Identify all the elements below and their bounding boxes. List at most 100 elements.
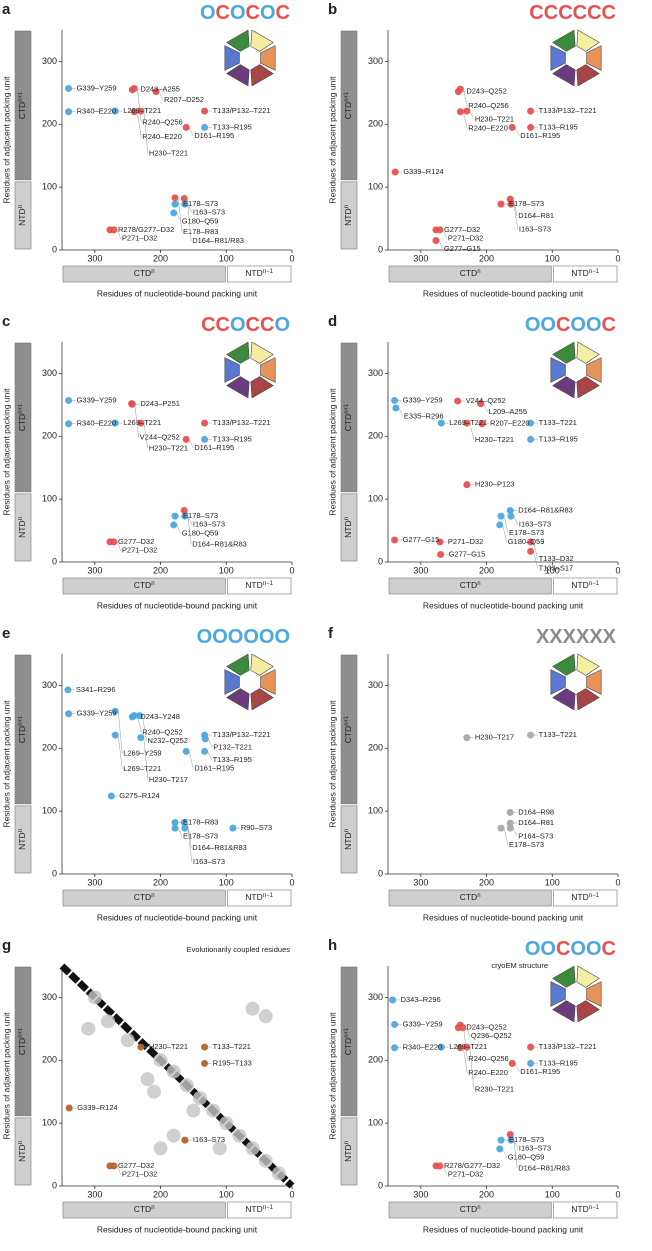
domain-sup: n [151,269,154,275]
label-leader [137,715,142,733]
subunit-icon [260,669,276,695]
label-leader [188,751,194,769]
label-leader [513,828,518,837]
domain-name: CTD [460,892,477,902]
domain-name: NTD [343,832,353,849]
coupled-residue [140,1072,155,1087]
contact-point [171,824,179,832]
point-label: G180–Q59 [508,1152,545,1161]
subunit-icon [260,45,276,71]
subunit-icon [586,357,602,383]
label-leader [177,828,183,837]
contact-point [201,419,209,427]
y-domain-bar [340,966,358,1117]
subunit-icon [576,29,600,52]
subunit-icon [226,64,250,87]
contact-point [389,996,397,1004]
state-label: XXXXXX [536,626,617,648]
point-label: I163–S73 [519,1144,551,1153]
label-leader [116,229,122,239]
point-label: T133/P132–T221 [213,418,271,427]
contact-point [65,420,73,428]
contact-point [508,123,516,131]
x-tick-label: 300 [413,1189,428,1199]
domain-sup: n−1 [263,581,274,587]
y-tick-label: 200 [42,1055,57,1065]
domain-name: NTD [571,892,588,902]
coupled-residue [81,1021,96,1036]
state-letter: O [540,938,556,960]
domain-name: CTD [460,268,477,278]
y-axis-label: Residues of adjacent packing unit [327,700,337,828]
x-domain-label: CTDn [134,580,155,590]
x-tick-label: 100 [219,877,234,887]
contact-point [463,107,471,115]
label-leader [187,516,193,525]
contact-point [111,731,119,739]
state-letter: O [197,626,213,648]
point-label: G180–Q59 [182,528,219,537]
domain-sup: n [18,829,24,832]
contact-point [107,792,115,800]
domain-sup: n [151,581,154,587]
x-tick-label: 300 [87,253,102,263]
domain-name: CTD [17,1038,27,1055]
state-letter: O [570,314,586,336]
subunit-icon [586,45,602,71]
y-tick-label: 200 [368,431,383,441]
y-domain-bar [340,342,358,493]
x-domain-label: CTDn [460,580,481,590]
subunit-icon [552,64,576,87]
contact-point [497,1136,505,1144]
point-label: G277–G15 [403,535,440,544]
panel-label: h [328,937,337,954]
contact-point [201,107,209,115]
label-leader [207,751,212,761]
x-domain-label: NTDn−1 [245,268,273,278]
contact-point [496,521,504,529]
contact-point [65,84,73,92]
x-tick-label: 100 [545,253,560,263]
subunit-icon [550,981,566,1007]
point-label: D164–R81/R83 [518,1163,570,1172]
state-letter: C [201,314,215,336]
subtitle: cryoEM structure [491,961,548,970]
y-domain-bar [14,1117,32,1186]
state-letter: C [556,314,570,336]
point-label: R240–E220 [468,1068,508,1077]
y-tick-label: 300 [42,368,57,378]
label-leader [463,111,468,129]
point-label: R240–Q256 [468,101,508,110]
y-tick-label: 0 [52,556,57,566]
contact-point [201,123,209,131]
label-leader [116,541,122,551]
contact-point [463,1043,471,1051]
subunit-icon [552,965,576,988]
y-tick-label: 300 [368,56,383,66]
point-label: R240–Q252 [142,728,182,737]
contact-point [170,209,178,217]
point-label: E178–S73 [183,511,218,520]
point-label: T133–T221 [539,418,577,427]
domain-sup: n [151,893,154,899]
domain-sup: n+1 [18,91,24,102]
point-label: D243–Q252 [466,87,506,96]
state-letter: O [586,938,602,960]
subunit-icon [250,29,274,52]
contact-point [181,200,189,208]
x-domain-bar [62,1201,226,1219]
point-label: H230–T221 [149,149,188,158]
point-label: L269–T221 [123,106,161,115]
contact-point [456,108,464,116]
contact-point [507,512,515,520]
x-domain-label: CTDn [134,1204,155,1214]
point-label: R340–E220 [403,1043,443,1052]
label-leader [514,127,520,137]
y-domain-label: CTDn+1 [343,1027,353,1055]
subunit-icon [576,965,600,988]
point-label: H230–T221 [149,444,188,453]
contact-point [180,818,188,826]
contact-point [130,712,138,720]
